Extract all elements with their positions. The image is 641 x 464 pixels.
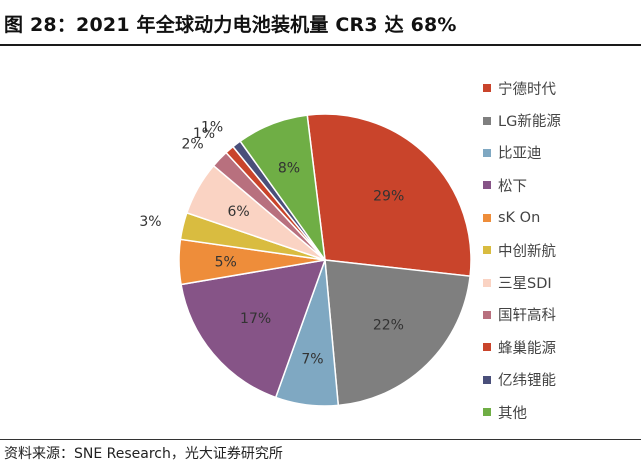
legend-item: 亿纬锂能	[483, 364, 561, 396]
pie-slice-item-0	[306, 113, 472, 278]
legend-swatch	[483, 246, 491, 255]
legend-item: 国轩高科	[483, 299, 561, 331]
legend-label: 松下	[498, 178, 527, 195]
legend-label: 其他	[498, 405, 527, 422]
data-label: 17%	[240, 311, 271, 327]
legend-item: 宁德时代	[483, 72, 561, 104]
legend-swatch	[483, 116, 491, 125]
legend-label: sK On	[498, 209, 541, 226]
legend-label: 中创新航	[498, 243, 556, 260]
legend-swatch	[483, 84, 491, 93]
legend-label: 宁德时代	[498, 81, 556, 98]
source-note: 资料来源：SNE Research，光大证券研究所	[4, 446, 283, 462]
legend-label: 三星SDI	[498, 276, 552, 293]
legend-label: LG新能源	[498, 114, 561, 131]
legend-label: 蜂巢能源	[498, 340, 556, 357]
chart-legend: 宁德时代 LG新能源比亚迪松下 sK On 中创新航三星SDI 国轩高科蜂巢能源亿纬锂能…	[483, 72, 561, 428]
legend-swatch	[483, 375, 491, 384]
source-divider	[0, 439, 641, 440]
data-label: 29%	[373, 189, 404, 205]
legend-item: sK On	[483, 202, 561, 234]
legend-item: 比亚迪	[483, 137, 561, 169]
data-label: 1%	[193, 126, 215, 142]
data-label: 5%	[215, 254, 237, 270]
legend-swatch	[483, 181, 491, 190]
legend-item: 蜂巢能源	[483, 331, 561, 363]
chart-title: 图 28：2021 年全球动力电池装机量 CR3 达 68%	[4, 14, 457, 36]
legend-item: 松下	[483, 169, 561, 201]
legend-label: 比亚迪	[498, 146, 542, 163]
legend-item: 三星SDI	[483, 266, 561, 298]
data-label: 3%	[139, 214, 161, 230]
data-label: 6%	[227, 204, 249, 220]
legend-item: LG新能源	[483, 104, 561, 136]
pie-slice-item-10	[239, 114, 326, 261]
legend-swatch	[483, 310, 491, 319]
pie-slice-item-3	[180, 259, 327, 399]
data-label: 22%	[373, 318, 404, 334]
data-label: 1%	[201, 119, 223, 135]
data-label: 7%	[301, 352, 323, 368]
title-divider	[0, 44, 641, 46]
data-label: 2%	[181, 137, 203, 153]
pie-slice-lg	[324, 259, 471, 407]
legend-swatch	[483, 148, 491, 157]
legend-item: 其他	[483, 396, 561, 428]
legend-label: 国轩高科	[498, 308, 556, 325]
legend-swatch	[483, 278, 491, 287]
legend-swatch	[483, 213, 491, 222]
legend-item: 中创新航	[483, 234, 561, 266]
legend-label: 亿纬锂能	[498, 373, 556, 390]
legend-swatch	[483, 408, 491, 417]
legend-swatch	[483, 343, 491, 352]
data-label: 8%	[278, 161, 300, 177]
